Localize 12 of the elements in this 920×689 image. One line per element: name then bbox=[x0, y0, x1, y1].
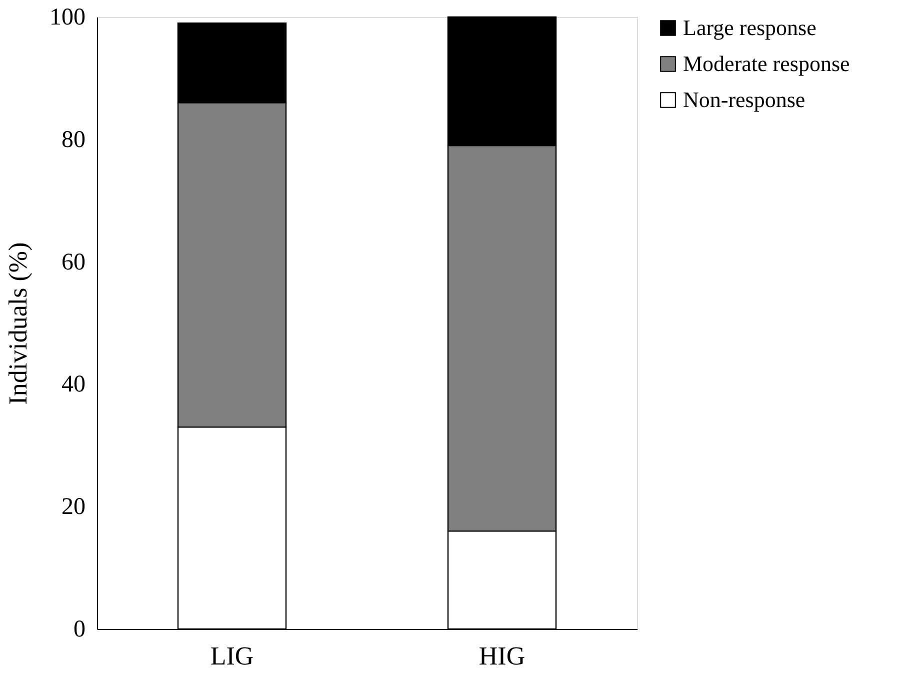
y-tick-label: 100 bbox=[50, 4, 86, 30]
y-tick-label: 0 bbox=[74, 616, 86, 642]
legend-label: Non-response bbox=[683, 87, 806, 112]
y-tick-label: 20 bbox=[62, 494, 86, 520]
x-tick-label: LIG bbox=[210, 642, 254, 670]
legend-label: Large response bbox=[683, 15, 816, 40]
y-axis-title: Individuals (%) bbox=[4, 242, 32, 405]
x-tick-label: HIG bbox=[478, 642, 526, 670]
y-tick-label: 80 bbox=[62, 126, 86, 153]
y-tick-label: 40 bbox=[62, 372, 86, 398]
y-tick-label: 60 bbox=[62, 249, 86, 276]
legend-label: Moderate response bbox=[683, 51, 850, 76]
